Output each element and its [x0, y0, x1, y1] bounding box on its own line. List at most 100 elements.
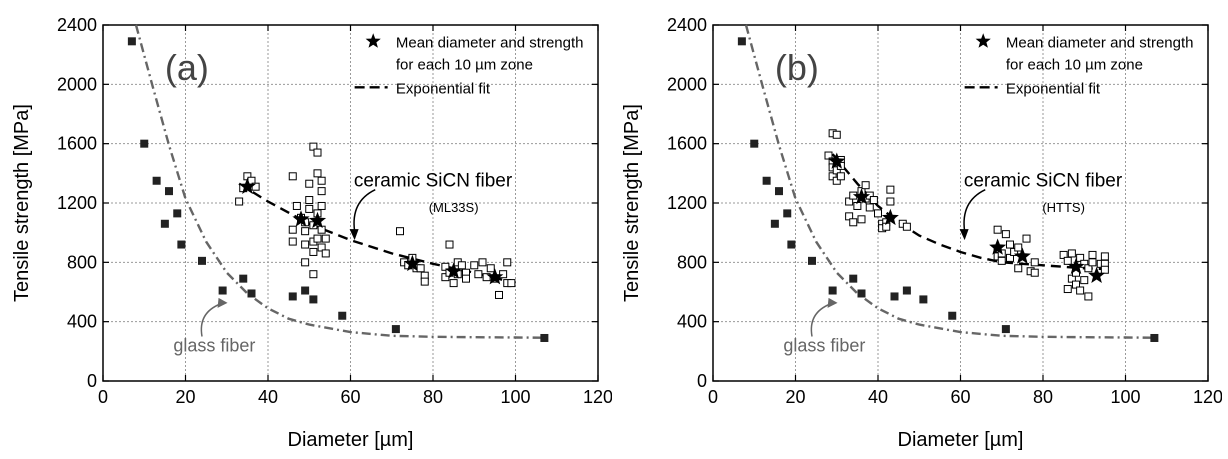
- sicn-fiber-point: [301, 258, 310, 267]
- sicn-fiber-point: [449, 279, 458, 288]
- sicn-fiber-point: [1059, 250, 1068, 259]
- fiber-arrow-head: [959, 229, 969, 241]
- sicn-fiber-point: [836, 172, 845, 181]
- sicn-fiber-point: [1006, 253, 1014, 262]
- glass-fiber-point: [309, 295, 318, 304]
- y-tick-label: 1600: [57, 134, 97, 154]
- glass-fiber-point: [239, 274, 248, 283]
- sicn-fiber-point: [313, 234, 322, 243]
- sicn-fiber-point: [865, 203, 874, 212]
- glass-fiber-label: glass fiber: [173, 335, 255, 355]
- sicn-fiber-point: [309, 142, 318, 151]
- sicn-fiber-point: [317, 187, 326, 196]
- sicn-fiber-point: [832, 130, 841, 139]
- legend-label-fit: Exponential fit: [396, 80, 491, 97]
- sicn-fiber-point: [470, 261, 479, 270]
- sicn-fiber-point: [288, 237, 297, 246]
- sicn-fiber-point: [874, 209, 882, 218]
- sicn-fiber-point: [301, 240, 310, 249]
- sicn-fiber-point: [832, 176, 841, 185]
- x-tick-label: 80: [423, 387, 443, 407]
- sicn-fiber-point: [445, 240, 454, 249]
- y-tick-label: 2400: [57, 15, 97, 35]
- glass-fiber-fit-line: [134, 24, 545, 339]
- glass-fiber-point: [849, 274, 858, 283]
- mean-star-point: [486, 268, 504, 285]
- mean-star-point: [308, 211, 327, 229]
- sicn-fiber-point: [1100, 265, 1109, 274]
- sicn-fiber-point: [317, 176, 326, 185]
- mean-star-point: [1013, 247, 1031, 264]
- glass-fiber-label: glass fiber: [783, 335, 865, 355]
- sicn-fiber-point: [1030, 258, 1039, 267]
- glass-fiber-point: [762, 176, 771, 185]
- chart-a-svg: 0 20 40 60 80 100 12004008001200160020002400Di…: [11, 15, 613, 451]
- sicn-fiber-point: [886, 185, 895, 194]
- sicn-fiber-point: [416, 264, 425, 273]
- sicn-fiber-point: [301, 227, 310, 236]
- y-tick-label: 1600: [667, 134, 707, 154]
- sicn-fiber-point: [1010, 247, 1019, 256]
- sicn-fiber-point: [474, 270, 483, 279]
- glass-fiber-point: [288, 292, 297, 301]
- sicn-fiber-point: [305, 204, 314, 213]
- sicn-fiber-point: [1067, 249, 1076, 258]
- sicn-fiber-point: [1006, 240, 1014, 249]
- x-axis-label: Diameter [µm]: [288, 429, 414, 451]
- legend-label-mean-line2: for each 10 µm zone: [396, 57, 533, 74]
- glass-arrow-head: [217, 297, 228, 308]
- sicn-fiber-point: [993, 225, 1002, 234]
- mean-star-point: [445, 262, 463, 279]
- legend-label-fit: Exponential fit: [1006, 80, 1101, 97]
- sicn-fiber-point: [1001, 230, 1010, 239]
- glass-fiber-point: [1001, 325, 1010, 334]
- y-tick-label: 800: [677, 252, 707, 272]
- sicn-fiber-point: [1100, 252, 1109, 261]
- sicn-fiber-point: [828, 172, 837, 181]
- mean-star-point: [989, 238, 1007, 255]
- x-tick-label: 120: [1193, 387, 1222, 407]
- sicn-fiber-point: [313, 169, 322, 178]
- y-axis-label: Tensile strength [MPa]: [11, 104, 33, 302]
- y-tick-label: 2000: [57, 74, 97, 94]
- sicn-fiber-point: [305, 179, 314, 188]
- chart-panel-b: 0 20 40 60 80 100 120 0 400 800 1200 1600 2000 2400 Di…: [610, 0, 1223, 454]
- x-tick-label: 100: [1110, 387, 1140, 407]
- sicn-fiber-point: [1014, 264, 1023, 273]
- sicn-fiber-point: [317, 201, 326, 210]
- y-axis-label: Tensile strength [MPa]: [621, 104, 643, 302]
- y-tick-label: 0: [697, 371, 707, 391]
- y-tick-label: 400: [677, 312, 707, 332]
- sicn-fiber-point: [886, 197, 895, 206]
- sicn-fiber-point: [1030, 268, 1039, 277]
- sicn-fiber-point: [1084, 292, 1093, 301]
- sicn-fiber-point: [292, 201, 301, 210]
- glass-fiber-point: [247, 289, 256, 298]
- glass-fiber-point: [919, 295, 928, 304]
- fiber-annotation-label: ceramic SiCN fiber: [354, 171, 513, 192]
- sicn-fiber-point: [1080, 276, 1089, 285]
- mean-star-point: [828, 152, 846, 169]
- glass-fiber-point: [828, 286, 837, 295]
- sicn-fiber-point: [441, 262, 450, 271]
- glass-fiber-point: [775, 187, 783, 196]
- glass-fiber-point: [1150, 333, 1159, 342]
- sicn-fiber-point: [997, 256, 1006, 265]
- sicn-fiber-point: [309, 247, 318, 256]
- x-tick-label: 60: [340, 387, 360, 407]
- glass-fiber-point: [770, 219, 779, 228]
- y-tick-label: 0: [87, 371, 97, 391]
- mean-star-point: [403, 254, 421, 272]
- sicn-fiber-point: [499, 270, 508, 279]
- mean-star-point: [1067, 257, 1085, 275]
- glass-fiber-point: [808, 256, 816, 265]
- sicn-fiber-point: [321, 249, 330, 258]
- sicn-fiber-point: [1080, 259, 1089, 268]
- sicn-fiber-point: [845, 197, 854, 206]
- sicn-fiber-point: [902, 222, 911, 231]
- glass-fiber-point: [540, 333, 549, 342]
- sicn-fiber-point: [1067, 274, 1076, 283]
- exponential-fit-line: [831, 153, 1105, 271]
- glass-fiber-point: [737, 37, 746, 46]
- sicn-fiber-point: [857, 215, 866, 224]
